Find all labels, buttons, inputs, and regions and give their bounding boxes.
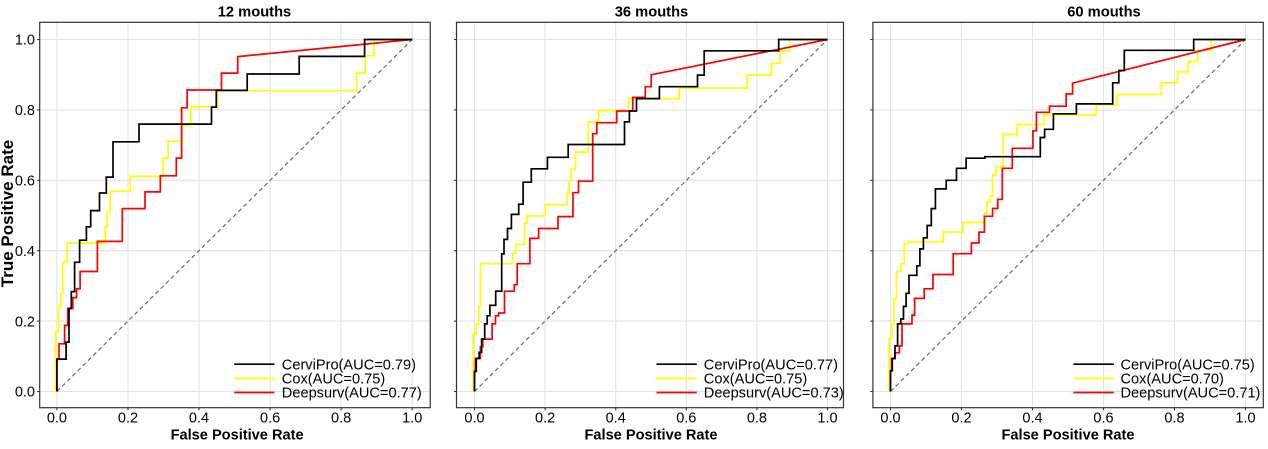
svg-text:0.8: 0.8 (331, 411, 351, 427)
svg-text:CerviPro(AUC=0.75): CerviPro(AUC=0.75) (1121, 357, 1255, 373)
svg-text:0.2: 0.2 (118, 411, 138, 427)
svg-text:Cox(AUC=0.70): Cox(AUC=0.70) (1121, 372, 1224, 388)
svg-text:0.4: 0.4 (189, 411, 209, 427)
svg-text:False Positive Rate: False Positive Rate (584, 428, 717, 444)
svg-text:1.0: 1.0 (15, 33, 35, 49)
svg-text:0.4: 0.4 (15, 244, 35, 260)
svg-text:36 mouths: 36 mouths (615, 4, 688, 20)
svg-text:Deepsurv(AUC=0.77): Deepsurv(AUC=0.77) (282, 386, 422, 402)
svg-text:False Positive Rate: False Positive Rate (1001, 428, 1134, 444)
svg-text:0.4: 0.4 (1022, 411, 1042, 427)
svg-text:0.0: 0.0 (47, 411, 67, 427)
svg-text:0.8: 0.8 (1164, 411, 1184, 427)
svg-text:Deepsurv(AUC=0.73): Deepsurv(AUC=0.73) (704, 386, 844, 402)
svg-text:Cox(AUC=0.75): Cox(AUC=0.75) (282, 372, 385, 388)
svg-text:0.0: 0.0 (880, 411, 900, 427)
svg-text:0.2: 0.2 (15, 314, 35, 330)
svg-text:Cox(AUC=0.75): Cox(AUC=0.75) (704, 372, 807, 388)
svg-text:0.4: 0.4 (606, 411, 626, 427)
svg-text:0.0: 0.0 (464, 411, 484, 427)
svg-text:60 mouths: 60 mouths (1067, 4, 1140, 20)
svg-text:0.6: 0.6 (1093, 411, 1113, 427)
svg-text:0.2: 0.2 (951, 411, 971, 427)
svg-text:1.0: 1.0 (817, 411, 837, 427)
svg-text:0.2: 0.2 (535, 411, 555, 427)
svg-text:0.6: 0.6 (15, 174, 35, 190)
svg-text:CerviPro(AUC=0.79): CerviPro(AUC=0.79) (282, 357, 416, 373)
svg-text:0.6: 0.6 (260, 411, 280, 427)
svg-text:CerviPro(AUC=0.77): CerviPro(AUC=0.77) (704, 357, 838, 373)
svg-text:False Positive Rate: False Positive Rate (171, 428, 304, 444)
svg-text:0.8: 0.8 (747, 411, 767, 427)
svg-text:1.0: 1.0 (402, 411, 422, 427)
svg-text:0.8: 0.8 (15, 103, 35, 119)
svg-text:Deepsurv(AUC=0.71): Deepsurv(AUC=0.71) (1121, 386, 1261, 402)
svg-text:12 mouths: 12 mouths (218, 4, 291, 20)
svg-text:True Positive Rate: True Positive Rate (0, 140, 17, 287)
svg-text:0.6: 0.6 (676, 411, 696, 427)
svg-text:0.0: 0.0 (15, 385, 35, 401)
svg-text:1.0: 1.0 (1235, 411, 1255, 427)
